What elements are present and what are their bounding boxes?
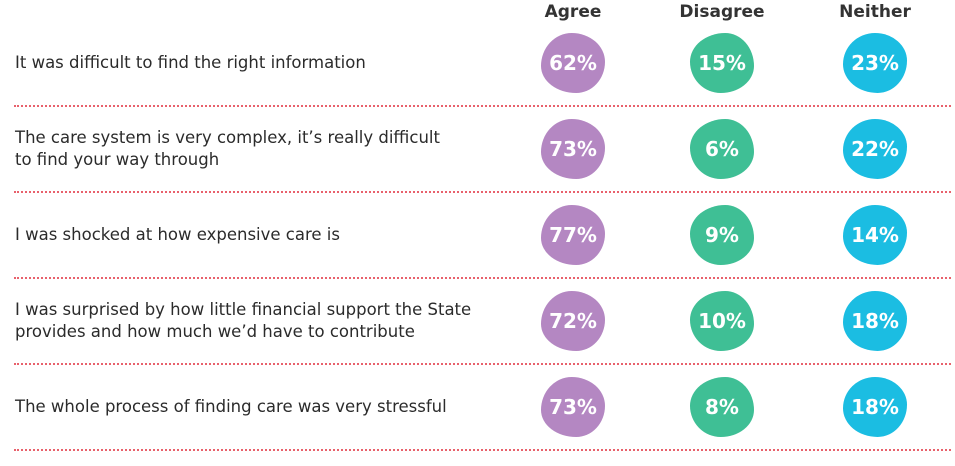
row-divider (14, 449, 951, 451)
row-divider (14, 191, 951, 193)
column-header-agree: Agree (544, 2, 602, 22)
disagree-value: 15% (690, 33, 754, 93)
table-row: I was shocked at how expensive care is 7… (0, 192, 955, 278)
agree-value: 72% (541, 291, 605, 351)
disagree-value: 6% (690, 119, 754, 179)
row-divider (14, 105, 951, 107)
neither-value: 14% (843, 205, 907, 265)
agree-value: 73% (541, 119, 605, 179)
neither-value: 22% (843, 119, 907, 179)
row-divider (14, 363, 951, 365)
statement-label: The whole process of finding care was ve… (15, 397, 447, 416)
column-header-neither: Neither (839, 2, 911, 22)
agree-value: 62% (541, 33, 605, 93)
agree-value: 77% (541, 205, 605, 265)
table-row: The care system is very complex, it’s re… (0, 106, 955, 192)
statement-label: The care system is very complex, it’s re… (15, 128, 440, 169)
agree-value: 73% (541, 377, 605, 437)
statement-label: It was difficult to find the right infor… (15, 53, 366, 72)
neither-value: 18% (843, 291, 907, 351)
neither-value: 23% (843, 33, 907, 93)
row-divider (14, 277, 951, 279)
statement-label: I was surprised by how little financial … (15, 300, 472, 341)
disagree-value: 9% (690, 205, 754, 265)
neither-value: 18% (843, 377, 907, 437)
disagree-value: 10% (690, 291, 754, 351)
table-row: The whole process of finding care was ve… (0, 364, 955, 450)
disagree-value: 8% (690, 377, 754, 437)
table-row: It was difficult to find the right infor… (0, 20, 955, 106)
table-row: I was surprised by how little financial … (0, 278, 955, 364)
column-header-disagree: Disagree (679, 2, 765, 22)
statement-label: I was shocked at how expensive care is (15, 225, 340, 244)
